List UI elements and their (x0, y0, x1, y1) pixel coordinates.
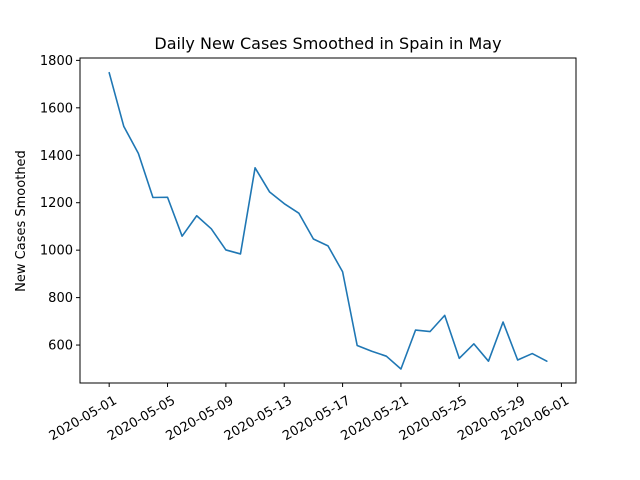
y-tick-label: 1000 (40, 244, 73, 259)
x-axis: 2020-05-012020-05-052020-05-092020-05-13… (47, 383, 572, 444)
y-axis: 600 800 1000 1200 1400 1600 1800 (40, 54, 80, 354)
series-line (108, 71, 548, 370)
y-tick-label: 600 (48, 339, 73, 354)
plot-area-frame (79, 57, 577, 384)
y-tick-label: 1800 (40, 54, 73, 69)
y-tick-label: 1200 (40, 196, 73, 211)
y-axis-label: New Cases Smoothed (14, 150, 29, 292)
y-tick-label: 800 (48, 291, 73, 306)
y-tick-label: 1600 (40, 101, 73, 116)
chart-title: Daily New Cases Smoothed in Spain in May (154, 34, 501, 53)
y-tick-label: 1400 (40, 149, 73, 164)
